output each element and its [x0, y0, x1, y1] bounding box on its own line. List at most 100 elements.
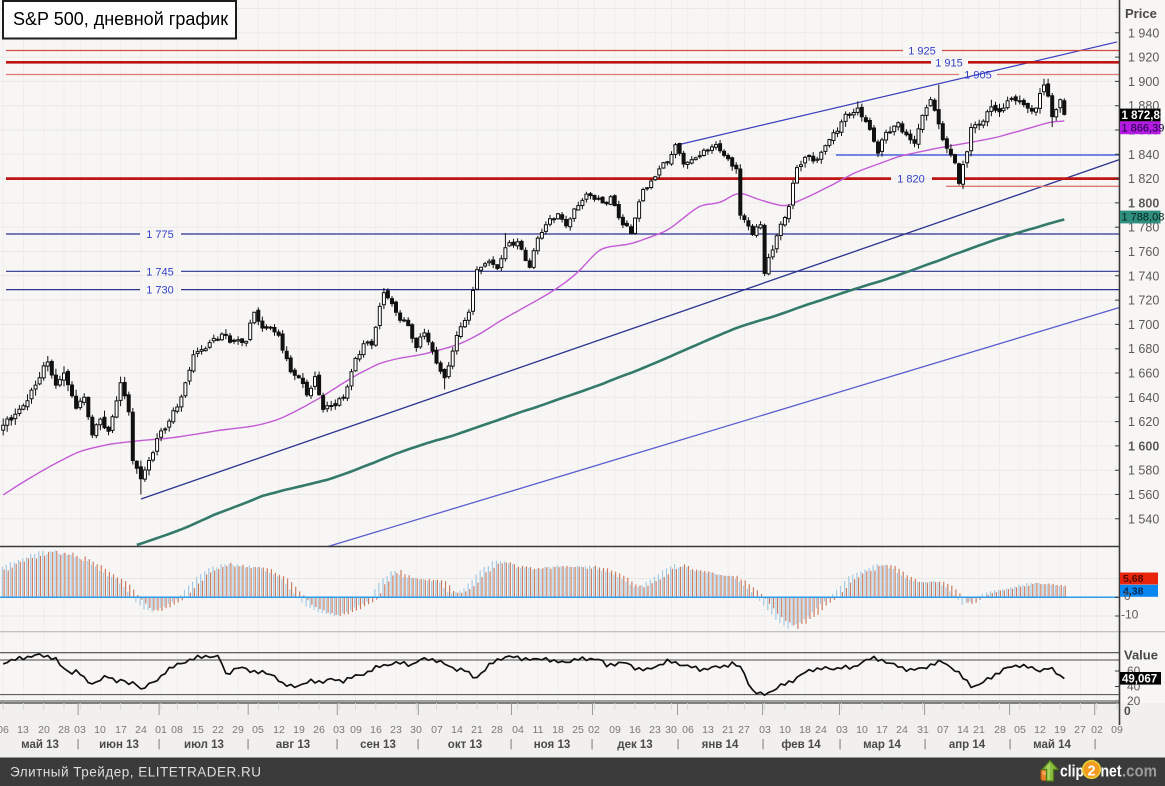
svg-text:17: 17 — [876, 724, 888, 736]
svg-text:|: | — [839, 738, 842, 750]
svg-text:1 900: 1 900 — [1128, 75, 1159, 89]
svg-text:1 800: 1 800 — [1128, 196, 1159, 210]
svg-text:05: 05 — [1014, 724, 1026, 736]
svg-text:03: 03 — [759, 724, 771, 736]
svg-text:20: 20 — [1127, 694, 1141, 708]
svg-text:1 925: 1 925 — [908, 46, 936, 58]
svg-text:24: 24 — [135, 724, 147, 736]
svg-text:19: 19 — [1054, 724, 1066, 736]
svg-text:01: 01 — [155, 724, 167, 736]
svg-text:10: 10 — [856, 724, 868, 736]
svg-text:|: | — [510, 738, 513, 750]
svg-text:.com: .com — [1122, 763, 1157, 781]
svg-text:1 915: 1 915 — [935, 57, 963, 69]
svg-text:25: 25 — [572, 724, 584, 736]
svg-text:06: 06 — [682, 724, 694, 736]
svg-text:1 775: 1 775 — [146, 229, 174, 241]
svg-text:июн 13: июн 13 — [99, 739, 139, 751]
svg-text:21: 21 — [722, 724, 734, 736]
svg-text:17: 17 — [115, 724, 127, 736]
svg-text:фев 14: фев 14 — [781, 739, 821, 751]
svg-text:14: 14 — [957, 724, 969, 736]
svg-text:23: 23 — [649, 724, 661, 736]
svg-text:16: 16 — [370, 724, 382, 736]
svg-text:2: 2 — [1087, 764, 1095, 780]
svg-text:1 580: 1 580 — [1128, 464, 1159, 478]
svg-text:49,067: 49,067 — [1122, 673, 1157, 685]
svg-text:09: 09 — [1111, 724, 1123, 736]
svg-text:1 820: 1 820 — [1128, 172, 1159, 186]
svg-text:12: 12 — [273, 724, 285, 736]
svg-text:13: 13 — [702, 724, 714, 736]
svg-text:28: 28 — [58, 724, 70, 736]
svg-text:18: 18 — [552, 724, 564, 736]
svg-text:1 905: 1 905 — [964, 70, 992, 82]
svg-text:1 660: 1 660 — [1128, 367, 1159, 381]
svg-text:08: 08 — [171, 724, 183, 736]
svg-text:окт 13: окт 13 — [448, 739, 482, 751]
svg-text:1 866,39: 1 866,39 — [1122, 123, 1165, 135]
svg-text:-10: -10 — [1121, 608, 1139, 622]
svg-text:24: 24 — [896, 724, 908, 736]
svg-text:21: 21 — [471, 724, 483, 736]
svg-text:1 620: 1 620 — [1128, 415, 1159, 429]
svg-text:28: 28 — [491, 724, 503, 736]
svg-text:1 760: 1 760 — [1128, 245, 1159, 259]
svg-text:май 14: май 14 — [1033, 739, 1071, 751]
svg-text:|: | — [677, 738, 680, 750]
svg-text:16: 16 — [629, 724, 641, 736]
svg-text:31: 31 — [917, 724, 929, 736]
svg-text:ноя 13: ноя 13 — [534, 739, 571, 751]
svg-text:27: 27 — [1074, 724, 1086, 736]
svg-text:|: | — [1009, 738, 1012, 750]
svg-text:13: 13 — [17, 724, 29, 736]
svg-text:clip: clip — [1060, 763, 1084, 781]
svg-text:28: 28 — [994, 724, 1006, 736]
svg-text:|: | — [158, 738, 161, 750]
svg-text:1 730: 1 730 — [146, 285, 174, 297]
svg-text:апр 14: апр 14 — [949, 739, 986, 751]
svg-text:5,68: 5,68 — [1123, 573, 1144, 585]
svg-text:03: 03 — [333, 724, 345, 736]
svg-text:1 820: 1 820 — [897, 174, 925, 186]
svg-text:4,38: 4,38 — [1123, 585, 1144, 597]
svg-text:0: 0 — [1124, 704, 1131, 718]
svg-text:19: 19 — [293, 724, 305, 736]
svg-text:|: | — [762, 738, 765, 750]
svg-text:1 540: 1 540 — [1128, 512, 1159, 526]
svg-text:|: | — [247, 738, 250, 750]
svg-text:|: | — [77, 738, 80, 750]
svg-text:30: 30 — [410, 724, 422, 736]
svg-text:янв 14: янв 14 — [702, 739, 739, 751]
svg-text:22: 22 — [212, 724, 224, 736]
svg-text:14: 14 — [451, 724, 463, 736]
svg-text:15: 15 — [192, 724, 204, 736]
svg-text:1 940: 1 940 — [1128, 26, 1159, 40]
svg-text:03: 03 — [836, 724, 848, 736]
svg-text:21: 21 — [973, 724, 985, 736]
svg-text:1 740: 1 740 — [1128, 269, 1159, 283]
svg-text:1 788,08: 1 788,08 — [1122, 212, 1165, 224]
svg-text:май 13: май 13 — [21, 739, 59, 751]
svg-text:|: | — [924, 738, 927, 750]
svg-text:1 745: 1 745 — [146, 266, 174, 278]
svg-text:|: | — [417, 738, 420, 750]
svg-text:1 700: 1 700 — [1128, 318, 1159, 332]
svg-text:02: 02 — [588, 724, 600, 736]
svg-text:26: 26 — [313, 724, 325, 736]
svg-text:|: | — [336, 738, 339, 750]
svg-text:07: 07 — [937, 724, 949, 736]
svg-text:1 920: 1 920 — [1128, 51, 1159, 65]
svg-text:05: 05 — [252, 724, 264, 736]
svg-text:мар 14: мар 14 — [863, 739, 901, 751]
svg-text:1 600: 1 600 — [1128, 439, 1159, 453]
svg-text:0: 0 — [1124, 589, 1131, 603]
svg-text:23: 23 — [390, 724, 402, 736]
svg-text:net: net — [1101, 763, 1122, 781]
svg-text:Элитный Трейдер, ELITETRADER.R: Элитный Трейдер, ELITETRADER.RU — [10, 765, 262, 780]
svg-text:|: | — [591, 738, 594, 750]
svg-text:Value: Value — [1124, 648, 1158, 663]
svg-text:1 560: 1 560 — [1128, 488, 1159, 502]
svg-text:02: 02 — [1091, 724, 1103, 736]
svg-text:20: 20 — [38, 724, 50, 736]
